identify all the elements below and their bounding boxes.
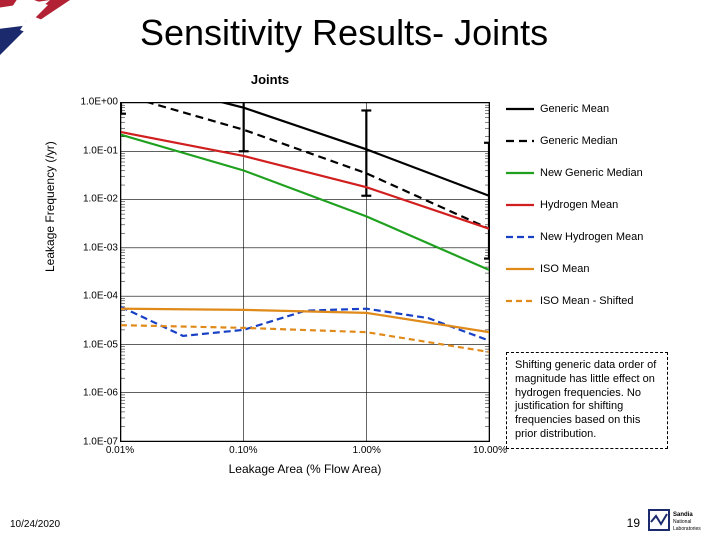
- legend-item: Hydrogen Mean: [506, 198, 668, 212]
- legend-item: Generic Mean: [506, 102, 668, 116]
- legend-item: ISO Mean - Shifted: [506, 294, 668, 308]
- legend-swatch: [506, 166, 534, 180]
- y-tick: 1.0E-03: [68, 242, 118, 253]
- plot: [120, 102, 490, 442]
- y-tick: 1.0E-05: [68, 339, 118, 350]
- legend-swatch: [506, 294, 534, 308]
- sandia-logo: Sandia National Laboratories: [648, 506, 714, 536]
- legend-label: ISO Mean: [540, 263, 590, 276]
- legend-label: Generic Median: [540, 135, 618, 148]
- y-tick: 1.0E+00: [68, 97, 118, 108]
- x-tick: 1.00%: [352, 445, 380, 456]
- svg-text:National: National: [673, 519, 691, 525]
- note-box: Shifting generic data order of magnitude…: [506, 352, 668, 449]
- legend-swatch: [506, 102, 534, 116]
- legend-label: New Generic Median: [540, 167, 643, 180]
- y-axis-label: Leakage Frequency (/yr): [43, 141, 57, 272]
- legend-swatch: [506, 262, 534, 276]
- x-tick: 10.00%: [473, 445, 507, 456]
- legend-item: New Hydrogen Mean: [506, 230, 668, 244]
- chart-title: Joints: [50, 72, 490, 87]
- y-tick: 1.0E-02: [68, 194, 118, 205]
- legend-label: ISO Mean - Shifted: [540, 295, 634, 308]
- x-tick: 0.10%: [229, 445, 257, 456]
- svg-text:Laboratories: Laboratories: [673, 526, 701, 532]
- svg-text:Sandia: Sandia: [673, 512, 693, 518]
- x-tick: 0.01%: [106, 445, 134, 456]
- page-title: Sensitivity Results- Joints: [140, 12, 548, 54]
- legend: Generic Mean Generic Median New Generic Me…: [506, 102, 668, 326]
- legend-label: Hydrogen Mean: [540, 199, 618, 212]
- legend-label: Generic Mean: [540, 103, 609, 116]
- y-tick: 1.0E-04: [68, 291, 118, 302]
- legend-swatch: [506, 198, 534, 212]
- page-number: 19: [627, 516, 640, 530]
- y-tick: 1.0E-06: [68, 388, 118, 399]
- y-tick: 1.0E-01: [68, 145, 118, 156]
- legend-label: New Hydrogen Mean: [540, 231, 643, 244]
- legend-item: Generic Median: [506, 134, 668, 148]
- legend-item: ISO Mean: [506, 262, 668, 276]
- footer-date: 10/24/2020: [10, 519, 60, 530]
- legend-swatch: [506, 134, 534, 148]
- legend-swatch: [506, 230, 534, 244]
- chart-area: Joints Leakage Frequency (/yr) 1.0E+001.…: [50, 72, 670, 490]
- x-axis-label: Leakage Area (% Flow Area): [120, 462, 490, 476]
- legend-item: New Generic Median: [506, 166, 668, 180]
